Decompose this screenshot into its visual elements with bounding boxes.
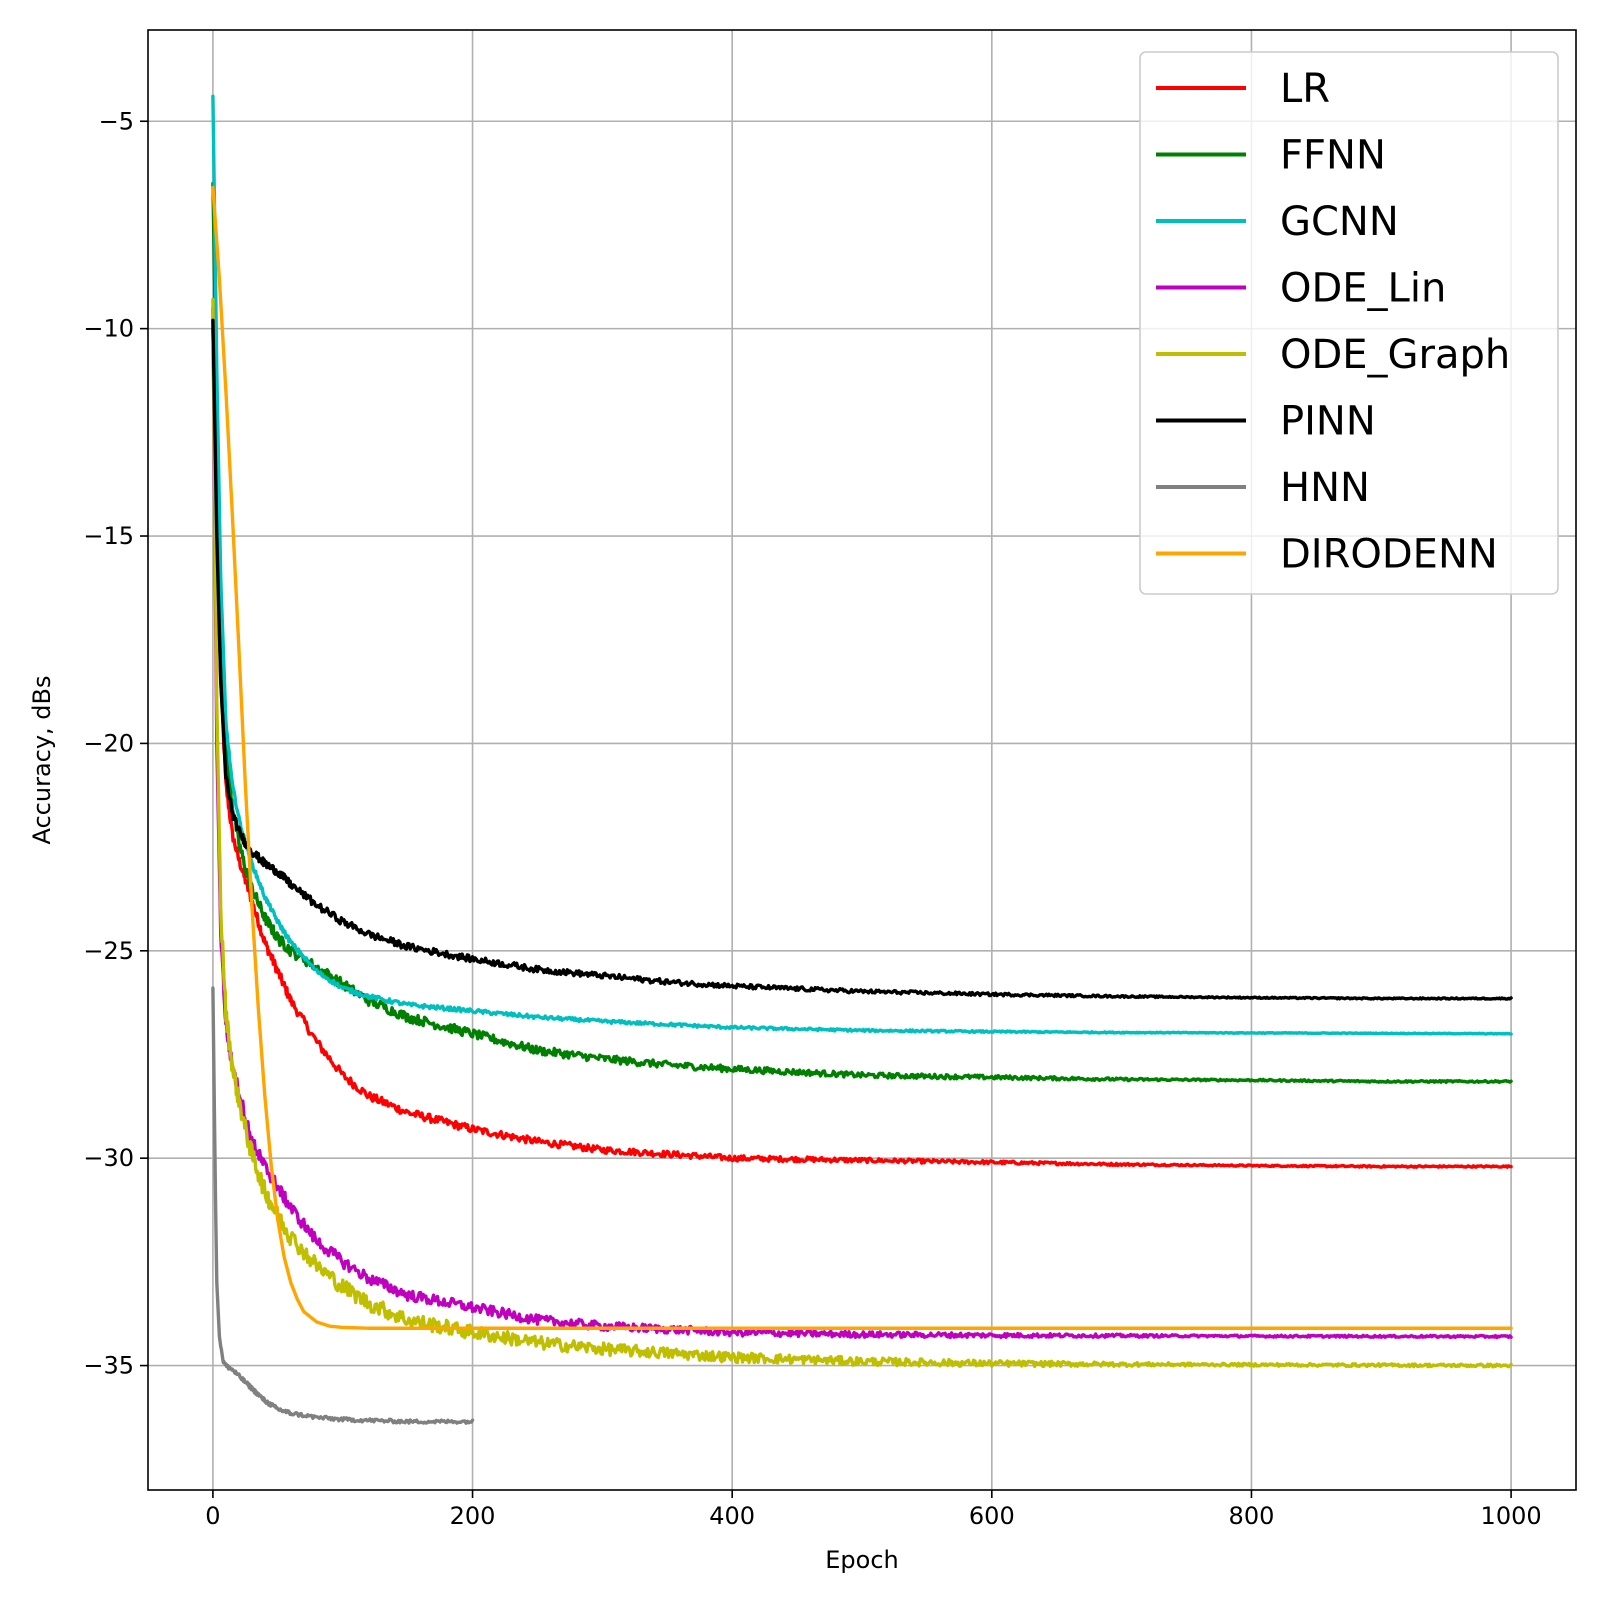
y-tick-label: −35 xyxy=(83,1352,134,1380)
legend: LR FFNN GCNN ODE_Lin ODE_Graph PINN HNN DIRODEN… xyxy=(1139,51,1559,595)
series-line-dirodenn xyxy=(211,185,1513,1330)
y-tick-label: −30 xyxy=(83,1144,134,1172)
series-line-pinn xyxy=(211,318,1513,1001)
legend-label: ODE_Graph xyxy=(1280,332,1510,378)
y-tick-label: −5 xyxy=(99,107,134,135)
legend-label: ODE_Lin xyxy=(1280,266,1446,312)
series-line-ode-lin xyxy=(211,306,1513,1340)
y-tick-label: −20 xyxy=(83,729,134,757)
series-line-gcnn xyxy=(211,94,1513,1036)
x-axis-label: Epoch xyxy=(825,1546,899,1574)
plot-area-frame xyxy=(147,29,1577,1491)
x-tick-label: 400 xyxy=(709,1502,755,1530)
legend-label: GCNN xyxy=(1280,199,1399,245)
x-tick-label: 200 xyxy=(450,1502,496,1530)
axis-ticks: 0 200 400 600 800 1000 −35 −30 −25 −20 −15 −10 −5 xyxy=(83,107,1541,1530)
series-line-ode-graph xyxy=(211,297,1513,1369)
series-lines xyxy=(211,94,1513,1425)
legend-label: HNN xyxy=(1280,465,1370,511)
legend-label: DIRODENN xyxy=(1280,532,1498,578)
x-tick-label: 600 xyxy=(969,1502,1015,1530)
legend-box xyxy=(1139,51,1559,595)
x-tick-label: 0 xyxy=(205,1502,220,1530)
x-tick-label: 800 xyxy=(1229,1502,1275,1530)
legend-label: FFNN xyxy=(1280,133,1386,179)
series-line-hnn xyxy=(211,986,475,1425)
y-tick-label: −25 xyxy=(83,937,134,965)
legend-label: PINN xyxy=(1280,399,1376,445)
y-tick-label: −10 xyxy=(83,315,134,343)
series-line-lr xyxy=(211,326,1513,1169)
legend-label: LR xyxy=(1280,66,1330,112)
x-tick-label: 1000 xyxy=(1481,1502,1542,1530)
y-axis-label: Accuracy, dBs xyxy=(28,675,56,844)
y-tick-label: −15 xyxy=(83,522,134,550)
